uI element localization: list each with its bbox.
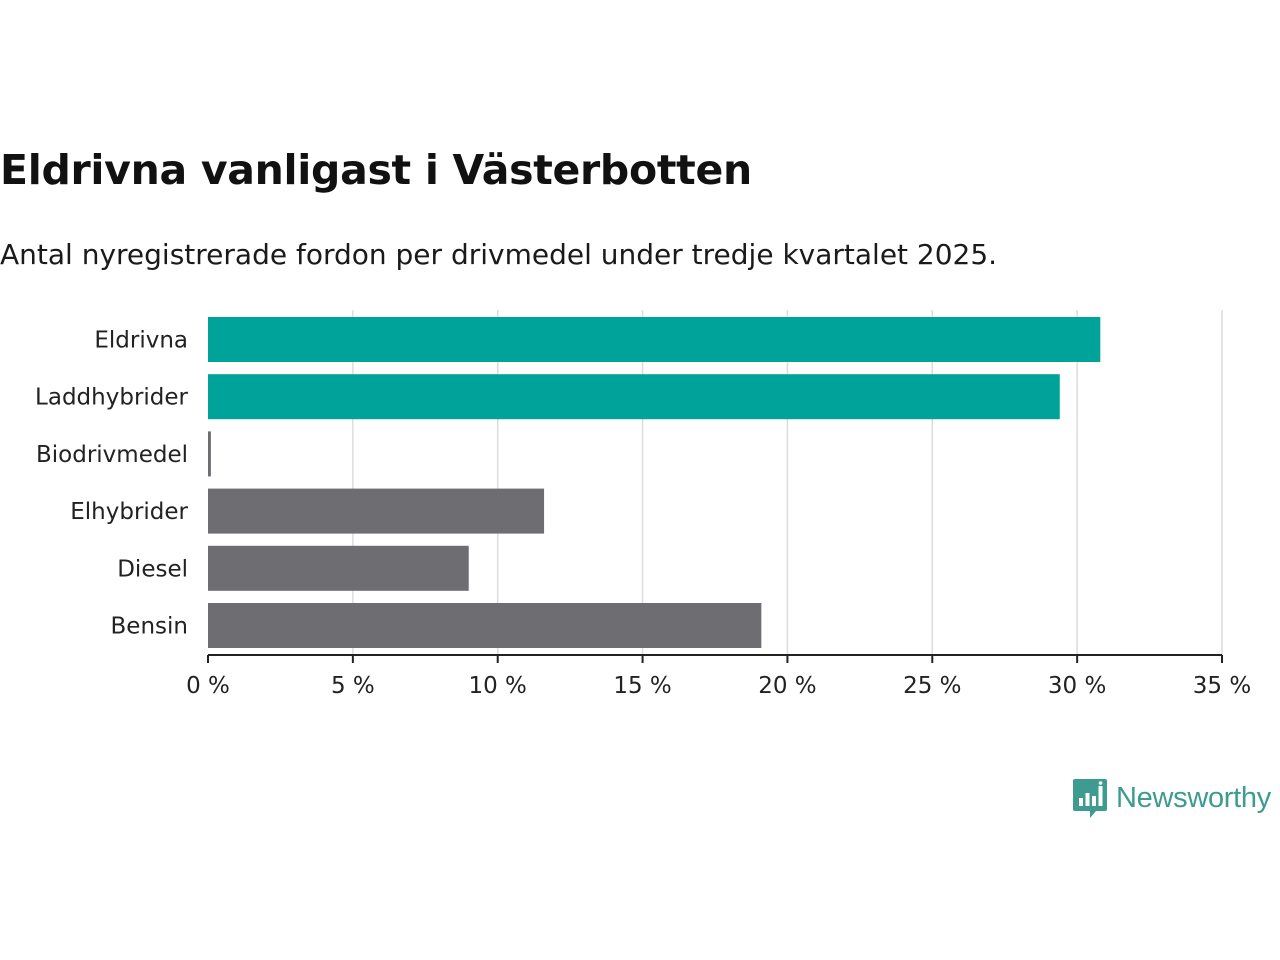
x-tick-label-7: 35 % xyxy=(1193,673,1251,699)
x-tick-label-5: 25 % xyxy=(903,673,961,699)
x-tick-label-4: 20 % xyxy=(758,673,816,699)
bar-chart: Eldrivna Laddhybrider Biodrivmedel Elhybrid… xyxy=(35,310,1251,699)
category-label-diesel: Diesel xyxy=(117,556,188,582)
chart-subtitle: Antal nyregistrerade fordon per drivmede… xyxy=(0,238,998,271)
category-label-laddhybrider: Laddhybrider xyxy=(35,385,188,411)
x-tick-label-6: 30 % xyxy=(1048,673,1106,699)
bar-laddhybrider xyxy=(208,374,1060,420)
category-label-biodrivmedel: Biodrivmedel xyxy=(36,442,188,468)
x-tick-label-1: 5 % xyxy=(331,673,375,699)
x-tick-label-0: 0 % xyxy=(186,673,230,699)
category-label-eldrivna: Eldrivna xyxy=(94,328,188,354)
bar-elhybrider xyxy=(208,488,545,534)
bar-eldrivna xyxy=(208,317,1101,362)
category-label-elhybrider: Elhybrider xyxy=(70,499,188,525)
x-tick-label-3: 15 % xyxy=(613,673,671,699)
newsworthy-logo: Newsworthy xyxy=(1072,776,1271,820)
chart-title: Eldrivna vanligast i Västerbotten xyxy=(0,146,752,194)
bar-diesel xyxy=(208,545,469,591)
bar-biodrivmedel xyxy=(208,431,211,477)
bar-bensin xyxy=(208,603,762,648)
bar-chart-speech-bubble-icon xyxy=(1073,779,1107,818)
x-tick-label-2: 10 % xyxy=(468,673,526,699)
logo-text: Newsworthy xyxy=(1116,781,1271,814)
category-label-bensin: Bensin xyxy=(111,614,188,640)
